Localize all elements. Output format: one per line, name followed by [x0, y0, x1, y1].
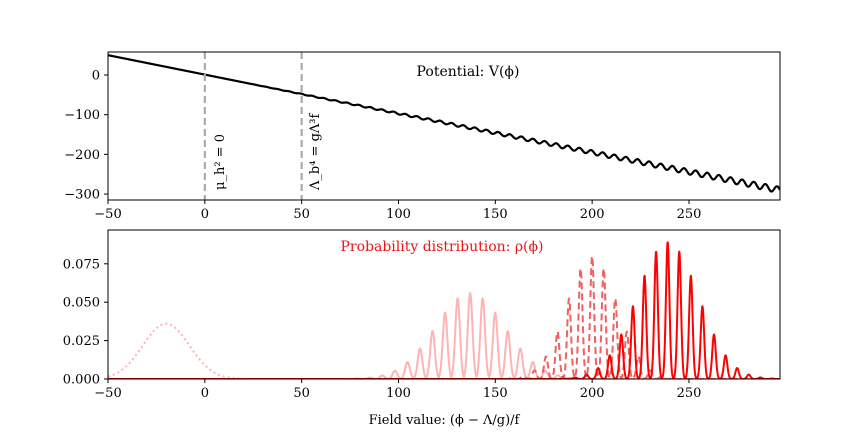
potential-x-tick-label: 150 — [483, 207, 508, 222]
probability-series-1 — [108, 292, 780, 379]
potential-vlines — [203, 52, 303, 200]
probability-curves — [108, 241, 780, 379]
potential-x-tick-label: 250 — [677, 207, 702, 222]
potential-curves — [108, 54, 780, 193]
potential-y-tick-label: 0 — [92, 69, 100, 84]
probability-panel: −50 0 50 100 150 200 250 0.0000.0250.0500.075 … — [63, 229, 781, 428]
potential-x-tick-label: 50 — [293, 207, 310, 222]
probability-title: Probability distribution: ρ(ϕ) — [340, 239, 543, 255]
potential-y-ticks: 0 −100 −200 −300 — [64, 69, 108, 203]
potential-x-tick-label: 200 — [580, 207, 605, 222]
potential-panel: −50 0 50 100 150 200 250 0 −100 −200 −300 Potenti… — [64, 51, 781, 222]
probability-y-tick-label: 0.000 — [63, 373, 100, 388]
potential-y-tick-label: −200 — [64, 148, 100, 163]
vline-label-lambda: Λ_b⁴ = gΛ³f — [308, 113, 323, 192]
probability-y-ticks: 0.000 0.025 0.050 0.075 — [63, 257, 108, 388]
probability-x-tick-label: 100 — [386, 386, 411, 401]
potential-x-tick-label: 0 — [201, 207, 209, 222]
probability-x-tick-label: 50 — [293, 386, 310, 401]
potential-series-0 — [108, 54, 780, 193]
probability-x-tick-label: 250 — [677, 386, 702, 401]
potential-x-tick-label: −50 — [94, 207, 121, 222]
probability-x-axis-label: Field value: (ϕ − Λ/g)/f — [369, 413, 521, 428]
probability-y-tick-label: 0.050 — [63, 296, 100, 311]
potential-x-ticks: −50 0 50 100 150 200 250 — [94, 200, 701, 222]
potential-title: Potential: V(ϕ) — [417, 64, 520, 80]
probability-y-tick-label: 0.025 — [63, 334, 100, 349]
probability-x-tick-label: 150 — [483, 386, 508, 401]
probability-y-tick-label: 0.075 — [63, 257, 100, 272]
probability-axes-frame — [107, 229, 781, 380]
probability-series-3 — [108, 241, 780, 379]
vline-label-mu: μ_h² = 0 — [213, 134, 228, 190]
probability-x-tick-label: −50 — [94, 386, 121, 401]
potential-y-tick-label: −300 — [64, 188, 100, 203]
potential-y-tick-label: −100 — [64, 108, 100, 123]
probability-x-tick-label: 0 — [201, 386, 209, 401]
potential-axes-frame — [107, 51, 781, 201]
potential-x-tick-label: 100 — [386, 207, 411, 222]
probability-x-ticks: −50 0 50 100 150 200 250 — [94, 379, 701, 401]
probability-x-tick-label: 200 — [580, 386, 605, 401]
